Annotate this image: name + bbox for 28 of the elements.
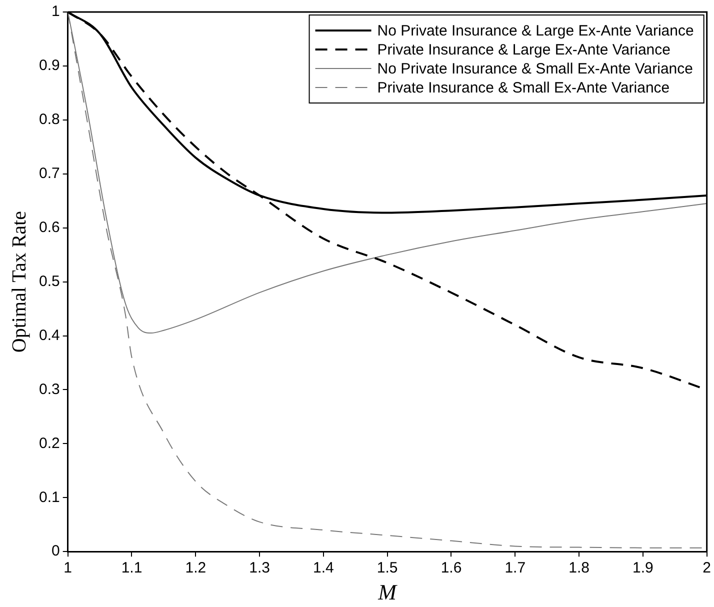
y-tick-label: 0 xyxy=(52,542,60,560)
x-tick-label: 1.4 xyxy=(313,560,334,577)
y-axis-title: Optimal Tax Rate xyxy=(8,210,30,353)
y-tick-label: 0.9 xyxy=(38,57,60,74)
legend-label: Private Insurance & Large Ex-Ante Variance xyxy=(377,42,670,59)
y-tick-label: 0.7 xyxy=(38,165,60,182)
x-tick-label: 1.2 xyxy=(185,560,206,577)
x-tick-label: 2 xyxy=(702,560,711,577)
y-tick-label: 0.2 xyxy=(38,434,60,452)
x-tick-label: 1.1 xyxy=(121,560,142,577)
x-tick-label: 1.9 xyxy=(632,560,654,577)
y-tick-label: 0.6 xyxy=(38,218,60,236)
legend-label: No Private Insurance & Large Ex-Ante Variance xyxy=(377,22,694,40)
x-tick-label: 1.7 xyxy=(504,560,526,577)
y-tick-label: 1 xyxy=(52,3,60,20)
x-tick-label: 1.5 xyxy=(376,560,398,577)
y-tick-label: 0.4 xyxy=(38,326,60,344)
x-tick-label: 1.8 xyxy=(568,560,590,577)
x-tick-label: 1 xyxy=(64,560,72,577)
x-axis-title: M xyxy=(377,580,398,605)
x-tick-label: 1.3 xyxy=(249,560,270,577)
y-tick-label: 0.1 xyxy=(38,488,60,506)
legend-label: Private Insurance & Small Ex-Ante Variance xyxy=(377,80,670,97)
y-tick-label: 0.8 xyxy=(38,111,60,128)
x-tick-label: 1.6 xyxy=(440,560,462,577)
y-tick-label: 0.5 xyxy=(38,272,60,290)
y-tick-label: 0.3 xyxy=(38,380,60,398)
legend-label: No Private Insurance & Small Ex-Ante Variance xyxy=(377,60,693,78)
